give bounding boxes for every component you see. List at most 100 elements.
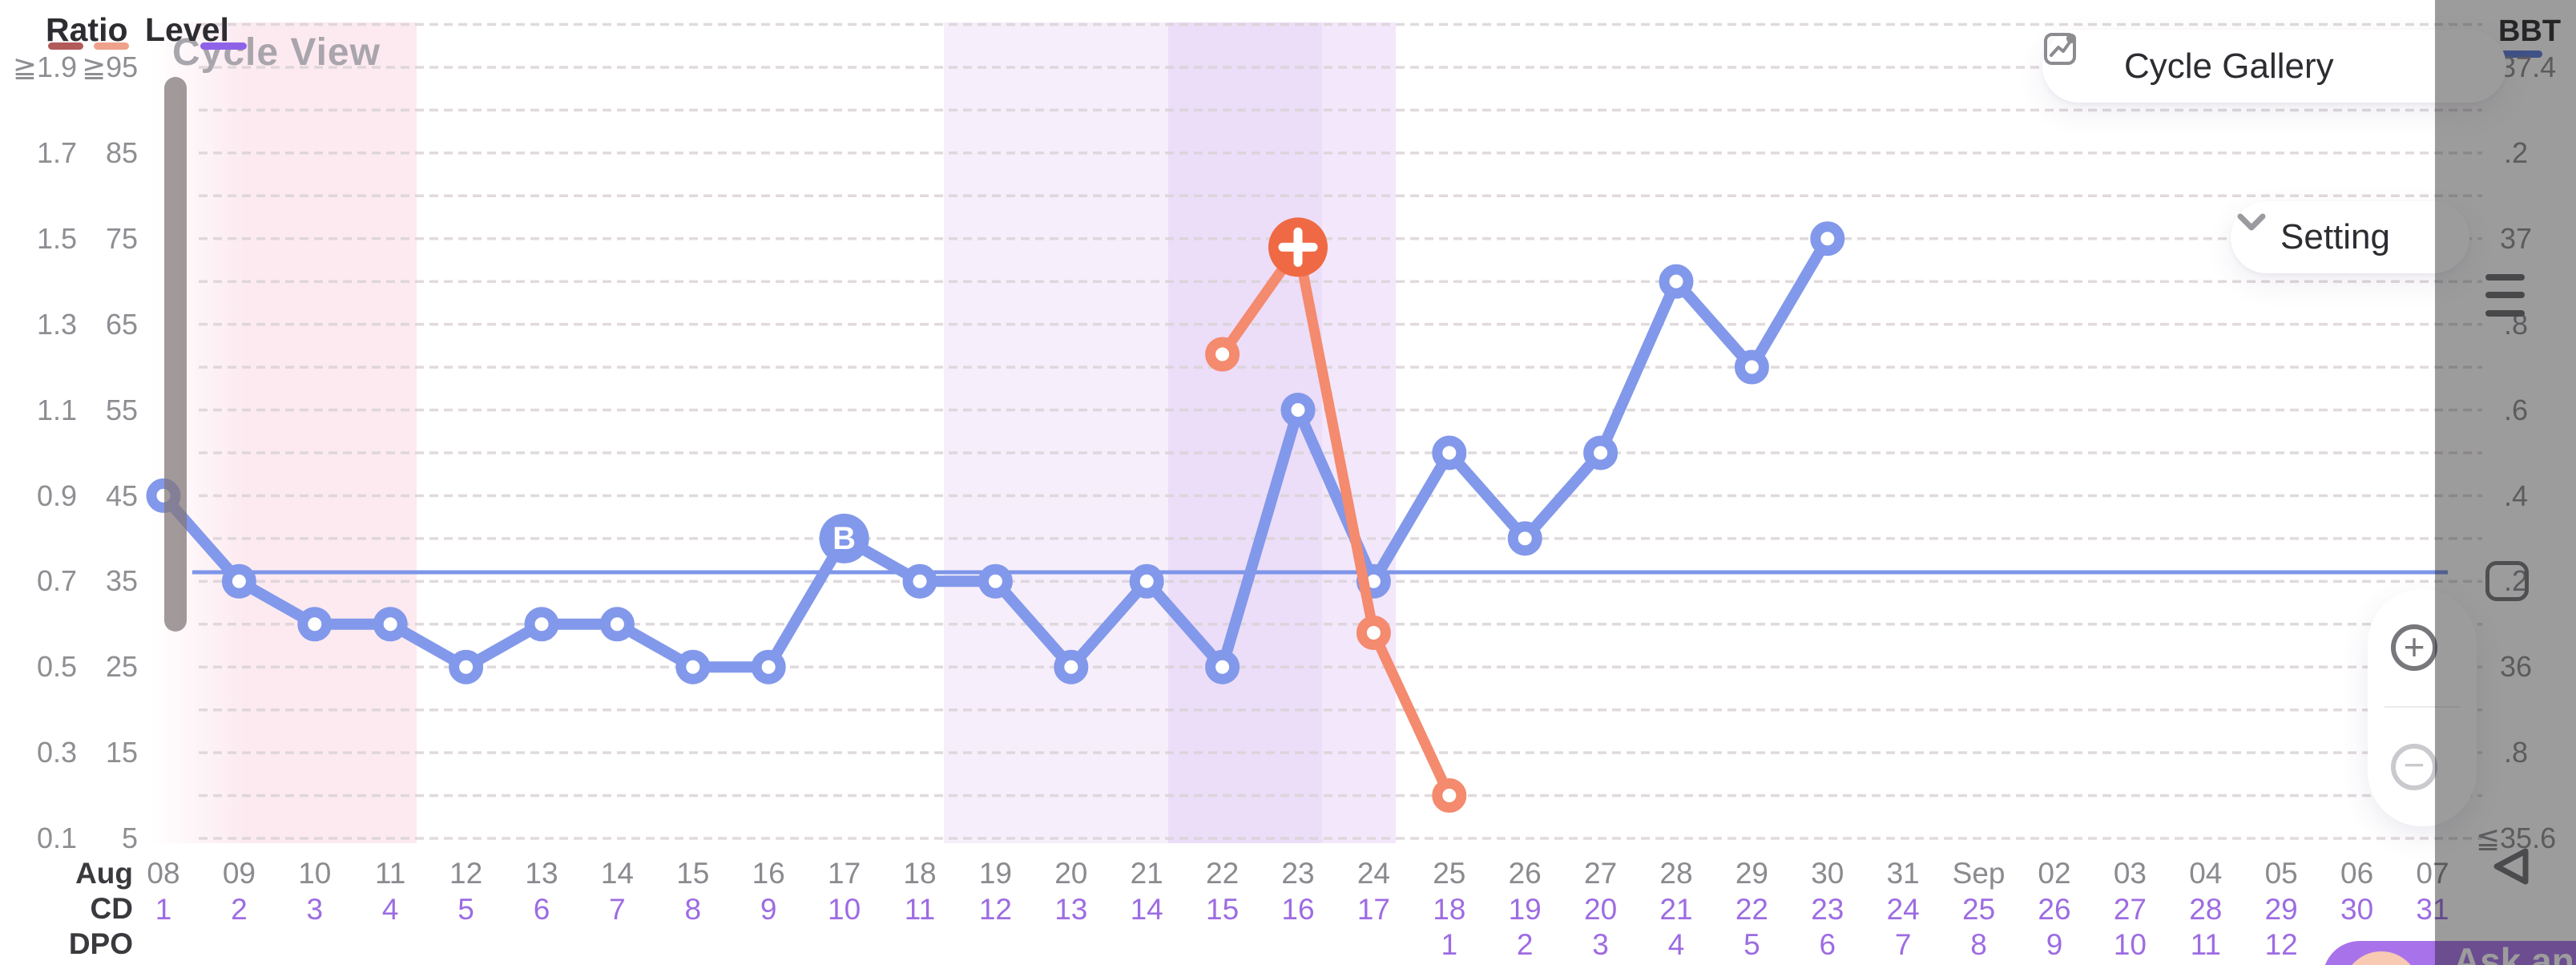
day-column[interactable]: 31 24 7 [1865,856,1941,963]
level-point[interactable] [221,563,256,599]
cycle-gallery-button[interactable]: Cycle Gallery [2042,30,2506,103]
day-column[interactable]: 25 18 1 [1412,856,1487,963]
bbt-tick: .8 [2503,736,2529,769]
bbt-tick: .2 [2503,135,2529,169]
day-column[interactable]: 23 16 [1260,856,1336,927]
day-column[interactable]: 17 10 [807,856,882,927]
day-column[interactable]: 13 6 [504,856,579,927]
chart-gallery-icon [2044,33,2076,65]
zoom-in-button[interactable] [2391,624,2437,671]
day-date-label: 24 [1357,857,1390,890]
level-point[interactable] [1280,393,1316,427]
collapse-panel-icon[interactable] [2484,845,2534,888]
level-point[interactable] [1205,649,1240,684]
day-column[interactable]: 04 28 11 [2168,856,2243,963]
ratio-tick: 0.1 [36,822,77,855]
level-point[interactable] [1810,221,1845,256]
day-column[interactable]: Sep 25 8 [1941,856,2017,963]
level-point[interactable] [675,649,711,684]
day-cd-label: 8 [684,893,702,926]
day-column[interactable]: 19 12 [957,856,1033,927]
day-column[interactable]: 09 2 [201,856,276,927]
ratio-tick: 1.5 [36,221,77,255]
day-column[interactable]: 28 21 4 [1639,856,1714,963]
day-dpo-label: 1 [1441,928,1458,961]
day-column[interactable]: 20 13 [1034,856,1109,927]
day-column[interactable]: 02 26 9 [2017,856,2092,963]
day-column[interactable]: 14 7 [579,856,655,927]
zoom-out-button[interactable] [2391,744,2437,790]
level-point[interactable] [1583,435,1619,470]
day-scrubber-handle[interactable] [164,77,187,632]
level-tick: 35 [105,564,138,598]
day-column[interactable]: 06 30 [2320,856,2395,927]
day-column[interactable]: 07 31 [2395,856,2470,927]
bbt-underline [2501,50,2542,58]
day-column[interactable]: 18 11 [882,856,957,927]
day-dpo-label: 3 [1592,928,1609,961]
ratio-underline-salmon [94,42,129,50]
minus-icon[interactable]: − [2403,744,2425,785]
day-date-label: 21 [1130,857,1163,890]
level-point[interactable] [1734,349,1769,385]
day-column[interactable]: 24 17 [1336,856,1411,927]
level-point[interactable] [297,607,333,642]
day-column[interactable]: 15 8 [655,856,731,927]
day-dpo-label: 6 [1819,928,1836,961]
day-cd-label: 27 [2113,893,2147,926]
level-tick: 75 [105,221,138,255]
level-point[interactable] [1507,521,1542,556]
day-column[interactable]: 29 22 5 [1714,856,1789,963]
level-point[interactable] [1432,435,1467,470]
b-badge[interactable] [819,513,869,563]
bbt-tick: .4 [2503,478,2529,512]
level-point[interactable] [751,649,786,684]
day-date-label: 16 [752,857,785,890]
day-column[interactable]: 12 5 [429,856,504,927]
level-point[interactable] [1054,649,1089,684]
menu-icon[interactable] [2485,274,2525,320]
day-cd-label: 21 [1659,893,1693,926]
day-column[interactable]: 10 3 [277,856,353,927]
level-point[interactable] [1659,264,1694,299]
day-cd-label: 10 [828,893,861,926]
day-cd-label: 3 [306,893,324,926]
level-tick: 45 [105,478,138,512]
day-cd-label: 19 [1508,893,1542,926]
level-point[interactable] [978,563,1013,599]
day-dpo-label: 5 [1744,928,1760,961]
day-column[interactable]: 05 29 12 [2243,856,2319,963]
level-point[interactable] [373,607,408,642]
day-cd-label: 23 [1811,893,1844,926]
day-column[interactable]: 16 9 [731,856,806,927]
day-column[interactable]: 03 27 10 [2092,856,2167,963]
level-point[interactable] [599,607,635,642]
day-cd-label: 22 [1735,893,1768,926]
level-tick: 15 [105,736,138,769]
ratio-point[interactable] [1432,778,1467,814]
level-point[interactable] [902,563,937,599]
ratio-tick: 0.5 [36,650,77,684]
day-column[interactable]: 08 1 [126,856,201,927]
day-column[interactable]: 21 14 [1109,856,1184,927]
day-cd-label: 16 [1281,893,1315,926]
ratio-point[interactable] [1205,337,1240,372]
day-column[interactable]: 26 19 2 [1487,856,1562,963]
day-date-label: 12 [449,857,483,890]
ratio-underline-dark [48,42,83,50]
day-column[interactable]: 30 23 6 [1790,856,1865,963]
day-date-label: 13 [525,857,558,890]
level-point[interactable] [1129,563,1164,599]
setting-button[interactable]: Setting [2231,201,2469,273]
ratio-point[interactable] [1356,615,1391,650]
level-point[interactable] [524,607,559,642]
level-point[interactable] [449,649,484,684]
day-column[interactable]: 27 20 3 [1563,856,1639,963]
day-column[interactable]: 11 4 [353,856,428,927]
day-column[interactable]: 22 15 [1185,856,1260,927]
day-dpo-label: 2 [1516,928,1534,961]
fertile-window-band [944,22,1168,843]
plus-icon[interactable]: + [2403,626,2425,668]
day-date-label: 05 [2264,857,2298,890]
